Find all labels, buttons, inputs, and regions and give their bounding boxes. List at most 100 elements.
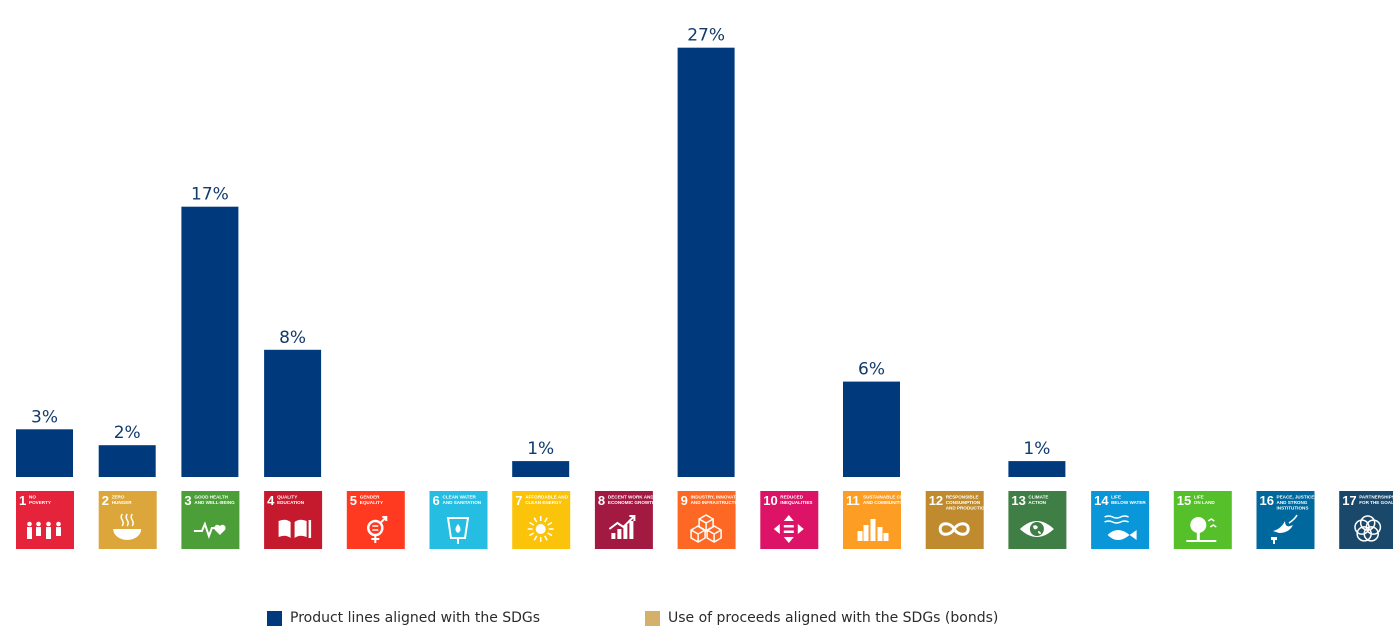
bar-sdg-2	[98, 445, 156, 477]
sdg-title-10: REDUCED	[780, 495, 803, 500]
sdg-number-3: 3	[184, 493, 191, 508]
sdg-number-9: 9	[681, 493, 688, 508]
sdg-number-6: 6	[433, 493, 440, 508]
sdg-title-7: AFFORDABLE AND	[525, 495, 568, 500]
bar-sdg-13	[1008, 461, 1066, 477]
sdg-tile-bg-13	[1008, 491, 1067, 549]
sdg-number-1: 1	[19, 493, 26, 508]
dove-icon	[1271, 514, 1298, 544]
sdg-tile-bg-8	[594, 491, 653, 549]
sdg-number-16: 16	[1260, 493, 1274, 508]
data-label-sdg-9: 27%	[687, 26, 725, 46]
bar-sdg-11	[843, 381, 900, 477]
legend-swatch-product-lines	[267, 610, 282, 626]
sdg-title-5: EQUALITY	[360, 500, 383, 505]
data-label-sdg-7: 1%	[527, 439, 554, 459]
sdg-tile-bg-9	[677, 491, 736, 549]
sdg-title-5: GENDER	[360, 495, 380, 500]
gender-icon	[367, 516, 388, 543]
tree-icon	[1186, 517, 1217, 542]
sdg-title-4: EDUCATION	[277, 500, 305, 505]
infinity-icon	[938, 522, 970, 536]
legend-item-use-of-proceeds: Use of proceeds aligned with the SDGs (b…	[645, 610, 998, 626]
sdg-tile-bg-12	[925, 491, 984, 549]
book-icon	[278, 519, 312, 538]
sdg-title-4: QUALITY	[277, 495, 297, 500]
sdg-title-2: ZERO	[112, 495, 125, 500]
sdg-number-11: 11	[846, 493, 860, 508]
sdg-number-5: 5	[350, 493, 357, 508]
data-label-sdg-3: 17%	[191, 185, 229, 205]
sdg-number-4: 4	[267, 493, 275, 508]
sdg-tile-bg-1	[16, 491, 74, 549]
sdg-title-12: AND PRODUCTION	[946, 506, 989, 511]
sdg-title-3: GOOD HEALTH	[194, 495, 228, 500]
data-label-sdg-11: 6%	[858, 360, 885, 380]
sdg-title-13: CLIMATE	[1028, 495, 1048, 500]
equals-arrows-icon	[773, 515, 804, 543]
sdg-title-1: POVERTY	[29, 500, 51, 505]
sdg-number-8: 8	[598, 493, 605, 508]
sdg-title-14: BELOW WATER	[1111, 500, 1146, 505]
sdg-title-2: HUNGER	[112, 500, 133, 505]
bar-sdg-3	[181, 206, 239, 477]
sdg-tile-bg-4	[264, 491, 323, 549]
eye-globe-icon	[1019, 521, 1054, 537]
sdg-number-10: 10	[763, 493, 777, 508]
sdg-number-14: 14	[1094, 493, 1109, 508]
sdg-title-17: FOR THE GOALS	[1359, 500, 1393, 505]
legend-swatch-use-of-proceeds	[645, 610, 660, 626]
growth-chart-icon	[608, 515, 636, 539]
fish-icon	[1104, 515, 1137, 540]
bar-sdg-7	[512, 461, 570, 477]
legend: Product lines aligned with the SDGs Use …	[0, 610, 1393, 627]
sdg-tile-bg-16	[1256, 491, 1315, 549]
sdg-number-2: 2	[102, 493, 109, 508]
data-label-sdg-4: 8%	[279, 328, 306, 348]
data-label-sdg-2: 2%	[114, 423, 141, 443]
water-icon	[446, 517, 470, 544]
sdg-title-1: NO	[29, 495, 36, 500]
sdg-title-3: AND WELL-BEING	[194, 500, 235, 505]
sdg-number-7: 7	[515, 493, 522, 508]
data-label-sdg-13: 1%	[1023, 439, 1050, 459]
sdg-title-9: INDUSTRY, INNOVATION	[691, 495, 745, 500]
bar-sdg-1	[16, 429, 73, 477]
sdg-title-9: AND INFRASTRUCTURE	[691, 500, 745, 505]
sdg-title-11: SUSTAINABLE CITIES	[863, 495, 911, 500]
data-label-sdg-1: 3%	[31, 407, 58, 427]
bar-sdg-9	[677, 47, 735, 477]
legend-item-product-lines: Product lines aligned with the SDGs	[267, 610, 540, 626]
sdg-title-15: LIFE	[1194, 495, 1204, 500]
sdg-title-6: CLEAN WATER	[443, 495, 477, 500]
sdg-title-11: AND COMMUNITIES	[863, 500, 907, 505]
sdg-number-13: 13	[1011, 493, 1025, 508]
sdg-title-16: INSTITUTIONS	[1277, 506, 1309, 511]
sdg-title-16: PEACE, JUSTICE	[1277, 495, 1315, 500]
sdg-title-8: ECONOMIC GROWTH	[608, 500, 656, 505]
sdg-title-12: RESPONSIBLE	[946, 495, 979, 500]
sdg-title-7: CLEAN ENERGY	[525, 500, 562, 505]
sdg-title-10: INEQUALITIES	[780, 500, 812, 505]
sdg-title-12: CONSUMPTION	[946, 500, 981, 505]
sdg-title-13: ACTION	[1028, 500, 1046, 505]
rings-icon	[1354, 515, 1382, 542]
city-icon	[857, 519, 889, 541]
sdg-title-15: ON LAND	[1194, 500, 1216, 505]
sdg-title-14: LIFE	[1111, 495, 1121, 500]
